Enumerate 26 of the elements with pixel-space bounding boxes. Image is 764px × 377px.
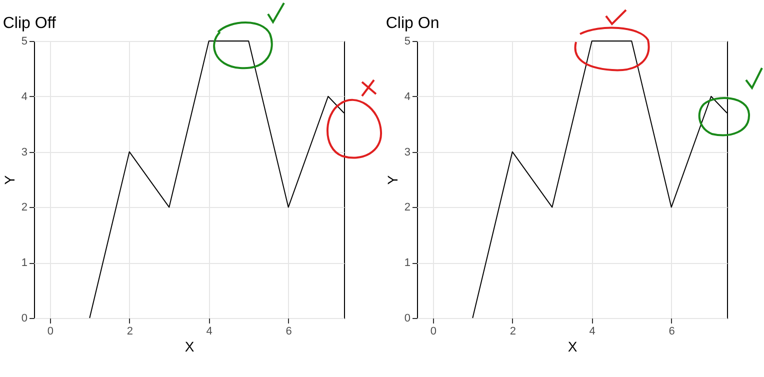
y-tick-label: 1 bbox=[21, 257, 28, 270]
x-tick-label: 6 bbox=[286, 326, 292, 338]
y-tick-label: 4 bbox=[21, 90, 28, 103]
y-tick-label: 3 bbox=[404, 146, 410, 158]
x-tick-label: 4 bbox=[589, 326, 596, 338]
x-tick-label: 0 bbox=[47, 326, 54, 338]
y-tick-label: 0 bbox=[21, 312, 28, 324]
y-axis-title: Y bbox=[1, 174, 18, 185]
x-tick-label: 6 bbox=[668, 326, 675, 338]
x-tick-label: 0 bbox=[430, 326, 436, 338]
y-tick-label: 0 bbox=[404, 312, 410, 324]
y-axis-title: Y bbox=[384, 174, 400, 185]
y-tick-label: 3 bbox=[21, 146, 28, 158]
chart-title: Clip On bbox=[386, 15, 440, 32]
y-tick-label: 4 bbox=[404, 90, 410, 103]
y-tick-label: 1 bbox=[404, 257, 410, 270]
x-tick-label: 2 bbox=[126, 326, 133, 338]
x-tick-label: 4 bbox=[206, 326, 212, 338]
x-axis-title: X bbox=[184, 338, 195, 354]
x-tick-label: 2 bbox=[510, 326, 516, 338]
y-tick-label: 5 bbox=[21, 36, 28, 48]
y-tick-label: 2 bbox=[21, 202, 28, 214]
chart-title: Clip Off bbox=[2, 15, 56, 32]
x-axis-title: X bbox=[568, 338, 578, 354]
y-tick-label: 2 bbox=[404, 202, 410, 214]
y-tick-label: 5 bbox=[404, 36, 410, 48]
